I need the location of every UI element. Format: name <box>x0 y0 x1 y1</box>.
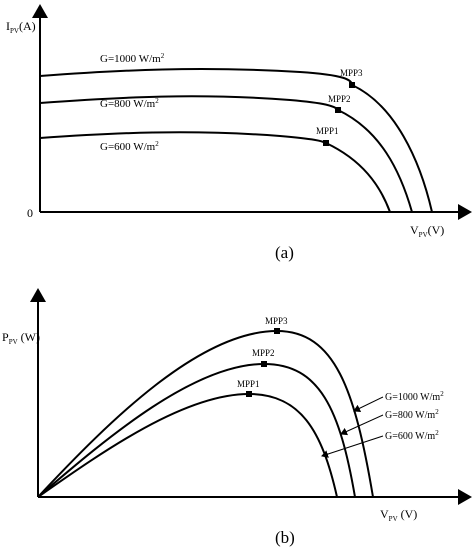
caption: (a) <box>275 243 294 262</box>
curve-label: G=600 W/m2 <box>100 140 159 153</box>
label-part: G=1000 W/m <box>100 53 161 65</box>
label-part: G=800 W/m <box>100 98 156 110</box>
label-part: 2 <box>155 140 159 148</box>
panel-b: PPV (W) VPV (V) G=1000 W/m2 G=800 W/m2 G… <box>2 288 472 547</box>
curve-label: G=800 W/m2 <box>100 97 159 110</box>
mpp-label: MPP2 <box>328 94 351 104</box>
x-label: VPV (V) <box>380 507 417 523</box>
label-part: G=600 W/m <box>385 431 435 442</box>
mpp-label: MPP2 <box>252 348 275 358</box>
label-part: V <box>380 507 389 521</box>
label-part: 2 <box>155 97 159 105</box>
mpp-marker <box>274 328 280 334</box>
curve-label: G=800 W/m2 <box>385 408 439 421</box>
label-part: G=800 W/m <box>385 410 435 421</box>
mpp-marker <box>349 82 355 88</box>
arrow <box>340 414 384 436</box>
label-part: (A) <box>19 19 36 33</box>
panel-a: IPV(A) 0 VPV(V) G=1000 W/m2 G=800 W/m2 G… <box>6 4 472 262</box>
label-part: V <box>410 223 419 237</box>
pv-curve <box>37 392 338 498</box>
origin-label: 0 <box>27 206 33 220</box>
label-part: 2 <box>161 52 165 60</box>
label-part: PV <box>419 231 428 239</box>
iv-curve <box>39 68 433 213</box>
mpp-label: MPP3 <box>265 316 288 326</box>
pv-curve <box>37 329 374 498</box>
mpp-marker <box>246 391 252 397</box>
label-part: G=1000 W/m <box>385 392 440 403</box>
mpp-marker <box>261 361 267 367</box>
iv-curve <box>39 95 413 213</box>
y-label: PPV (W) <box>2 330 40 346</box>
mpp-label: MPP1 <box>316 126 339 136</box>
label-part: (W) <box>18 330 40 344</box>
arrow <box>321 435 384 458</box>
arrow <box>353 396 384 412</box>
y-label: IPV(A) <box>6 19 36 35</box>
mpp-label: MPP1 <box>237 379 260 389</box>
iv-curve <box>39 131 391 213</box>
label-part: G=600 W/m <box>100 141 156 153</box>
mpp-marker <box>323 140 329 146</box>
label-part: (V) <box>398 507 418 521</box>
curve-label: G=600 W/m2 <box>385 429 439 442</box>
label-part: PV <box>10 27 19 35</box>
caption: (b) <box>275 528 295 547</box>
label-part: (V) <box>428 223 445 237</box>
mpp-marker <box>335 107 341 113</box>
label-part: 2 <box>440 390 444 398</box>
curve-label: G=1000 W/m2 <box>385 390 444 403</box>
label-part: 2 <box>435 408 439 416</box>
x-label: VPV(V) <box>410 223 444 239</box>
mpp-label: MPP3 <box>340 68 363 78</box>
label-part: I <box>6 19 10 33</box>
label-part: P <box>2 330 9 344</box>
label-part: PV <box>389 515 398 523</box>
label-part: 2 <box>435 429 439 437</box>
label-part: PV <box>9 338 18 346</box>
curve-label: G=1000 W/m2 <box>100 52 165 65</box>
pv-curve <box>37 362 356 498</box>
